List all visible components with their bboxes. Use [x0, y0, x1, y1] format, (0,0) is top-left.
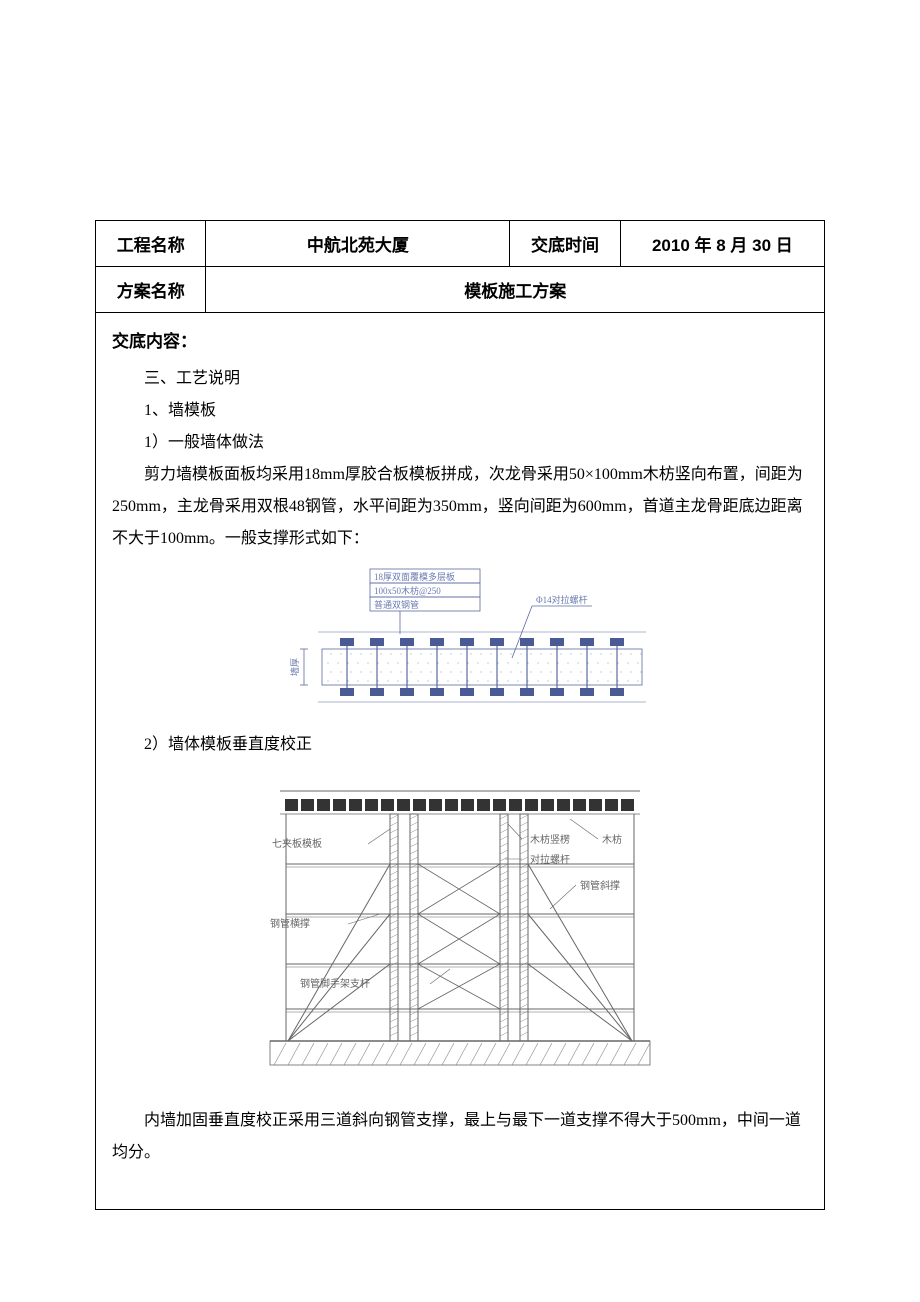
- time-label: 交底时间: [510, 221, 620, 267]
- svg-text:100x50木枋@250: 100x50木枋@250: [374, 585, 441, 596]
- plan-name: 模板施工方案: [206, 267, 825, 313]
- svg-text:墙厚: 墙厚: [289, 658, 300, 676]
- svg-text:钢管斜撑: 钢管斜撑: [580, 879, 620, 892]
- svg-text:普通双钢管: 普通双钢管: [374, 599, 419, 610]
- svg-text:Φ14对拉螺杆: Φ14对拉螺杆: [536, 594, 588, 605]
- content-title: 交底内容：: [112, 325, 808, 359]
- svg-text:18厚双面覆模多层板: 18厚双面覆模多层板: [374, 571, 455, 582]
- diagram-2-wrap: 七夹板模板钢管横撑钢管脚手架支杆 木枋竖楞对拉螺杆 木枋钢管斜撑: [112, 769, 808, 1101]
- section-1-1: 1）一般墙体做法: [112, 427, 808, 459]
- diagram-2: 七夹板模板钢管横撑钢管脚手架支杆 木枋竖楞对拉螺杆 木枋钢管斜撑: [240, 769, 680, 1089]
- content-box: 交底内容： 三、工艺说明 1、墙模板 1）一般墙体做法 剪力墙模板面板均采用18…: [95, 313, 825, 1210]
- svg-text:钢管脚手架支杆: 钢管脚手架支杆: [300, 977, 370, 990]
- svg-text:对拉螺杆: 对拉螺杆: [530, 853, 570, 866]
- header-table: 工程名称 中航北苑大厦 交底时间 2010 年 8 月 30 日 方案名称 模板…: [95, 220, 825, 313]
- diagram-1: 18厚双面覆模多层板 100x50木枋@250 普通双钢管 Φ14对拉螺杆墙厚: [270, 563, 650, 713]
- svg-text:木枋: 木枋: [602, 833, 622, 846]
- document-page: 工程名称 中航北苑大厦 交底时间 2010 年 8 月 30 日 方案名称 模板…: [0, 0, 920, 1270]
- diagram-1-wrap: 18厚双面覆模多层板 100x50木枋@250 普通双钢管 Φ14对拉螺杆墙厚: [112, 563, 808, 725]
- svg-text:木枋竖楞: 木枋竖楞: [530, 833, 570, 846]
- project-label: 工程名称: [96, 221, 206, 267]
- section-1-2: 2）墙体模板垂直度校正: [112, 729, 808, 761]
- project-name: 中航北苑大厦: [206, 221, 510, 267]
- svg-text:钢管横撑: 钢管横撑: [270, 917, 310, 930]
- plan-label: 方案名称: [96, 267, 206, 313]
- section-1: 1、墙模板: [112, 395, 808, 427]
- svg-text:七夹板模板: 七夹板模板: [272, 837, 322, 850]
- paragraph-1: 剪力墙模板面板均采用18mm厚胶合板模板拼成，次龙骨采用50×100mm木枋竖向…: [112, 459, 808, 555]
- time-value: 2010 年 8 月 30 日: [620, 221, 824, 267]
- section-heading-3: 三、工艺说明: [112, 363, 808, 395]
- paragraph-2: 内墙加固垂直度校正采用三道斜向钢管支撑，最上与最下一道支撑不得大于500mm，中…: [112, 1105, 808, 1169]
